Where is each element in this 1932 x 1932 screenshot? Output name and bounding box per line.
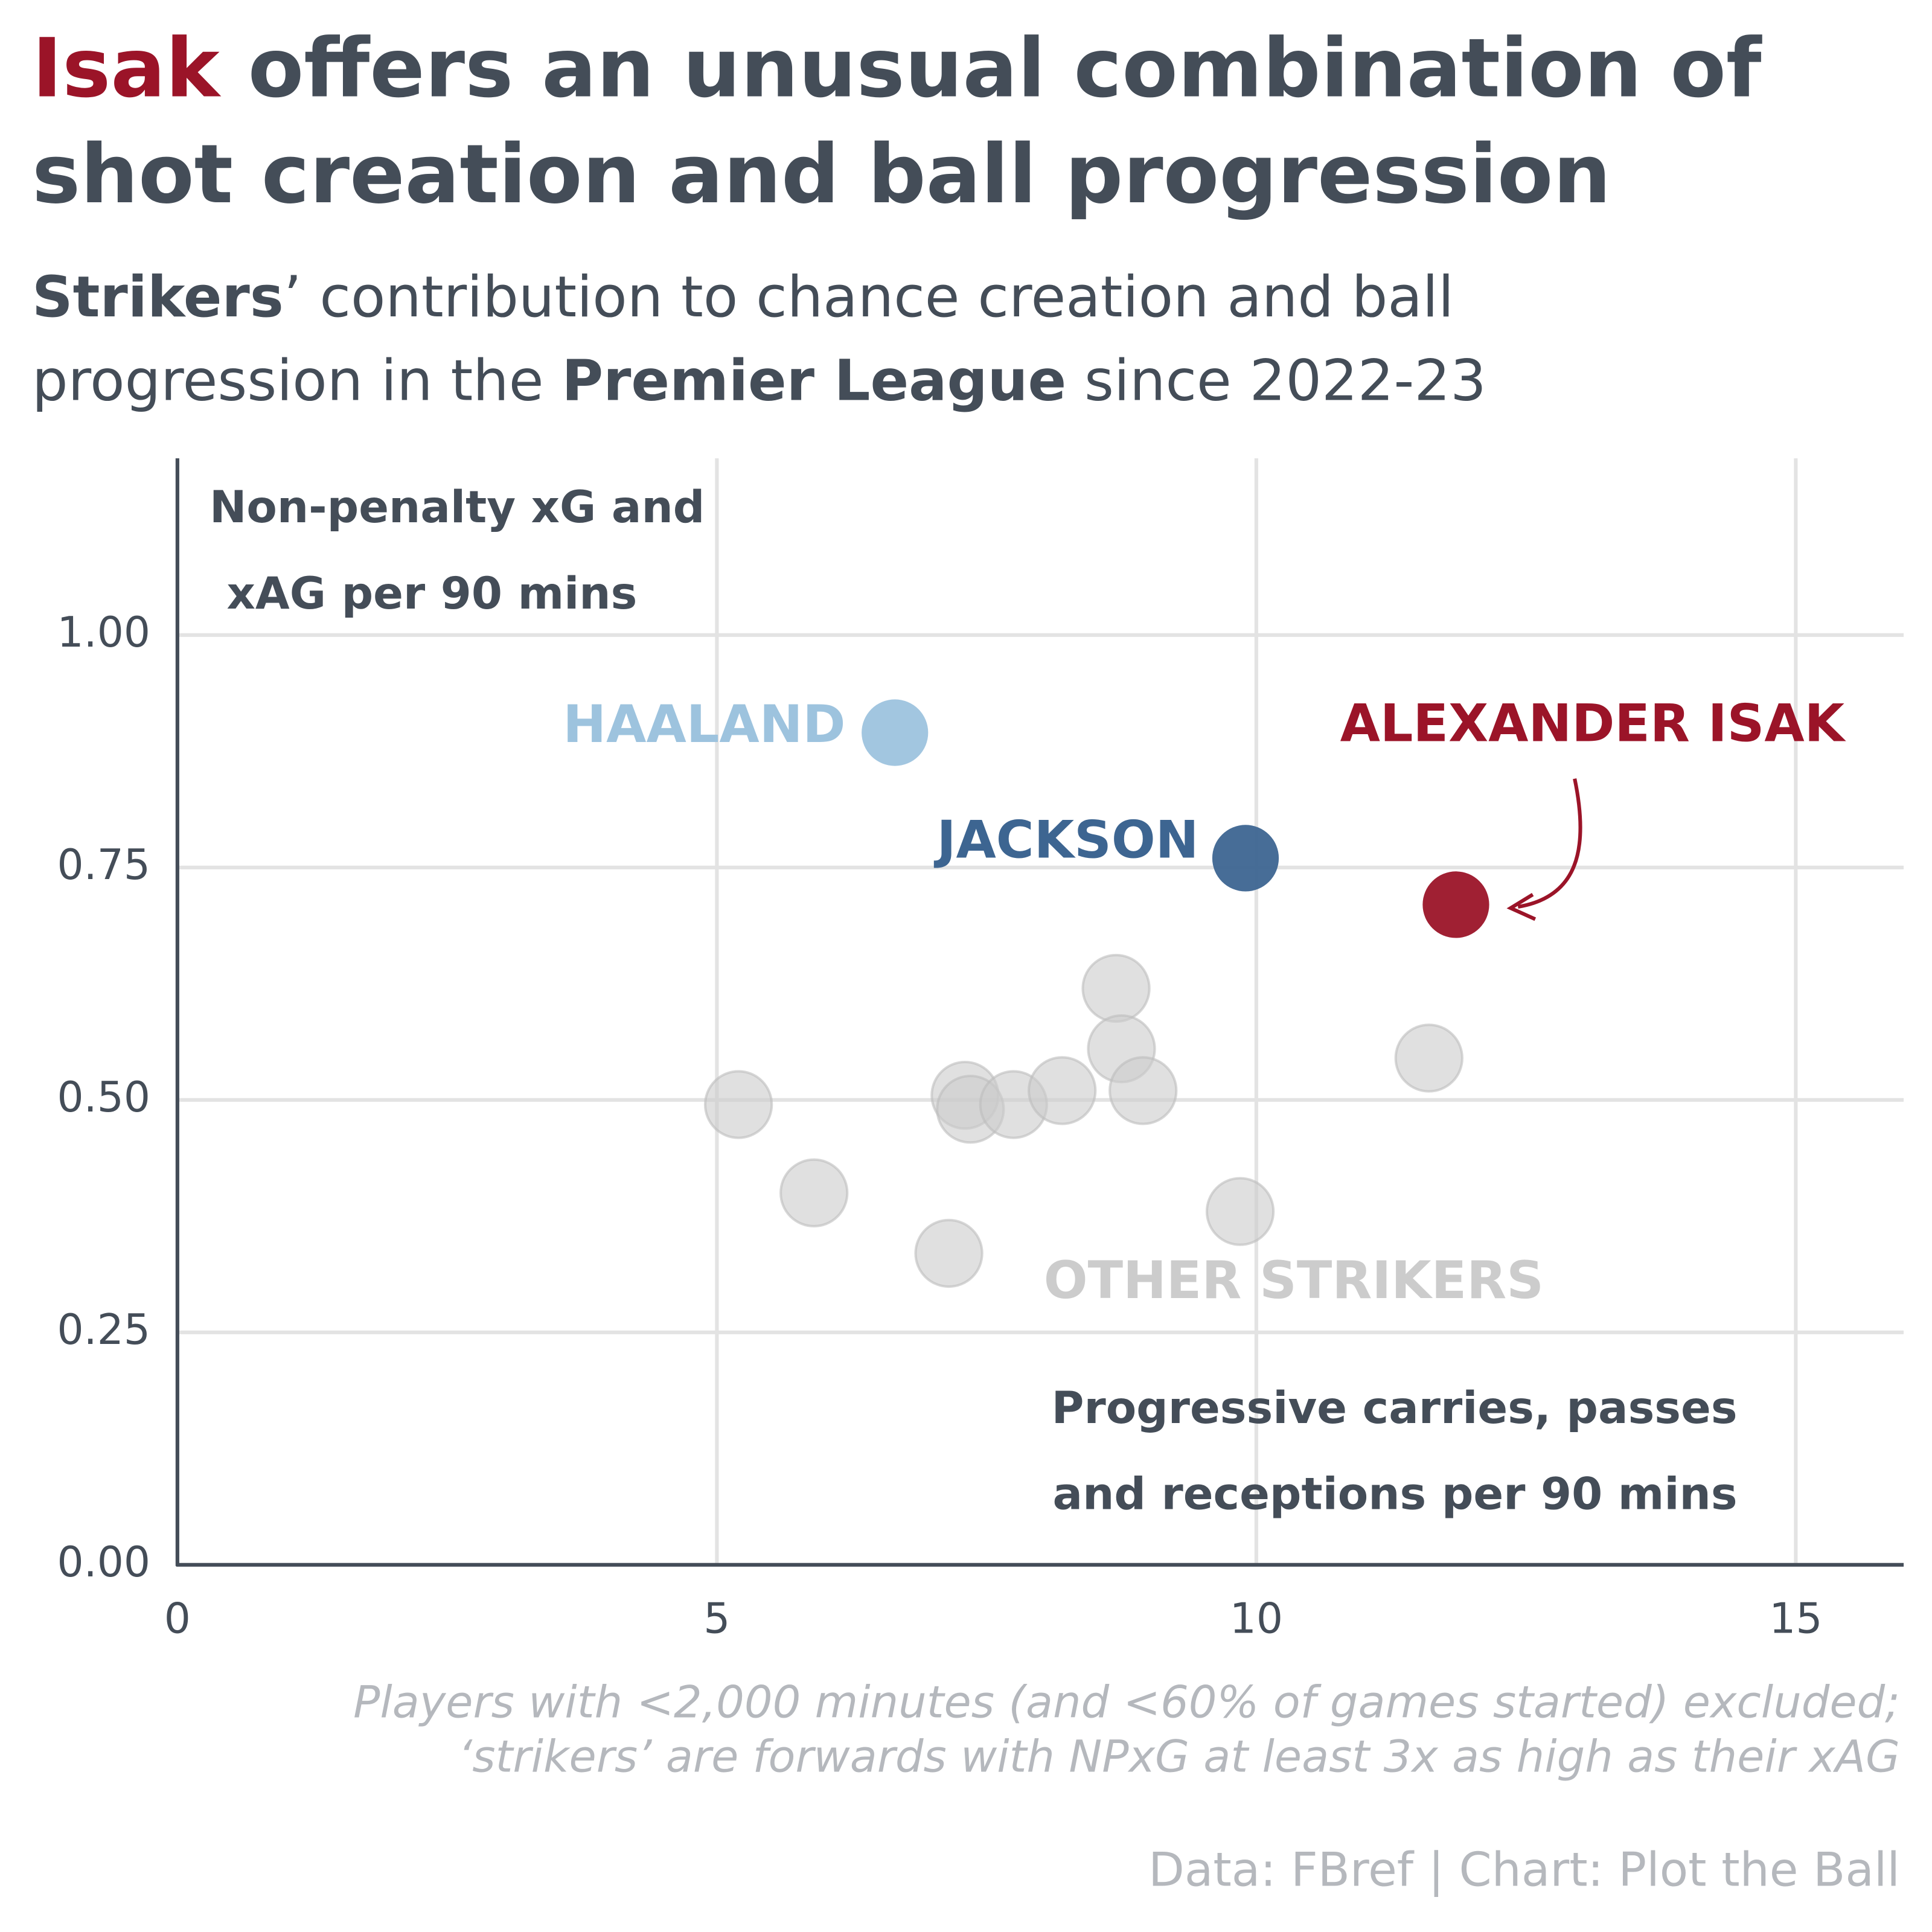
other-point	[914, 1218, 984, 1288]
title-line: offers an unusual combination of	[248, 21, 1762, 116]
footnote: Players with <2,000 minutes (and <60% of…	[353, 1677, 1900, 1729]
annotation-arrowhead	[1506, 893, 1537, 921]
y-tick-label: 0.00	[57, 1538, 150, 1587]
y-tick-label: 1.00	[57, 609, 150, 657]
footnote: ‘strikers’ are forwards with NPxG at lea…	[458, 1731, 1900, 1782]
subtitle-bold: Premier League	[561, 348, 1066, 414]
series-label: JACKSON	[934, 810, 1199, 870]
highlight-point	[1422, 871, 1489, 938]
series-label: ALEXANDER ISAK	[1340, 694, 1846, 754]
plot-area: 0.00 0.25 0.50 0.75 1.00 0 5 10 15 OTHER STRIKERS…	[57, 458, 1904, 1643]
x-axis-label: and receptions per 90 mins	[1053, 1469, 1738, 1520]
chart-title: shot creation and ball progression	[32, 127, 1611, 222]
source: Data: FBref | Chart: Plot the Ball	[1148, 1843, 1900, 1898]
highlight-point	[1212, 825, 1279, 892]
series-label: OTHER STRIKERS	[1044, 1250, 1544, 1311]
annotation-arrow	[1517, 778, 1582, 909]
y-tick-label: 0.75	[57, 841, 150, 889]
chart-title: Isak offers an unusual combination of	[32, 21, 1762, 116]
subtitle-text: since 2022-23	[1066, 348, 1486, 414]
subtitle-bold: Strikers	[32, 264, 284, 330]
x-axis-label: Progressive carries, passes	[1052, 1383, 1738, 1434]
subtitle-text: progression in the	[32, 348, 561, 414]
other-point	[1394, 1023, 1463, 1093]
other-point	[1081, 953, 1151, 1023]
other-point	[1205, 1177, 1275, 1246]
other-point	[703, 1070, 773, 1139]
other-point	[1028, 1056, 1097, 1125]
y-axis-label: xAG per 90 mins	[227, 568, 638, 619]
y-axis-label: Non-penalty xG and	[210, 482, 705, 533]
x-tick-label: 5	[703, 1595, 730, 1643]
chart-subtitle: Strikers’ contribution to chance creatio…	[32, 264, 1454, 330]
chart-subtitle: progression in the Premier League since …	[32, 348, 1486, 414]
highlight-point	[862, 699, 929, 766]
other-point	[1108, 1056, 1178, 1125]
x-tick-label: 0	[164, 1595, 191, 1643]
x-tick-label: 15	[1769, 1595, 1822, 1643]
subtitle-text: ’ contribution to chance creation and ba…	[284, 264, 1454, 330]
other-point	[779, 1158, 849, 1227]
title-highlight: Isak	[32, 21, 222, 116]
y-tick-label: 0.25	[57, 1306, 150, 1354]
x-tick-label: 10	[1230, 1595, 1283, 1643]
series-label: HAALAND	[563, 694, 845, 755]
y-tick-label: 0.50	[57, 1073, 150, 1122]
